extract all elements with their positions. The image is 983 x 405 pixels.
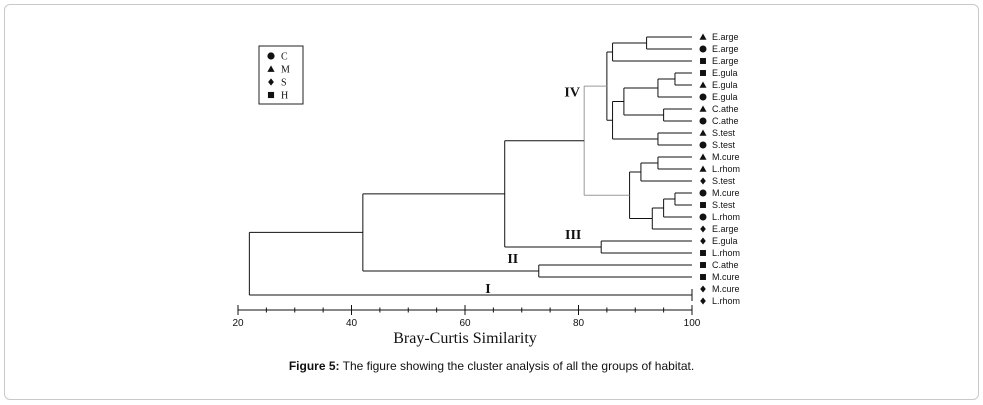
leaf-marker-triangle-icon (699, 129, 707, 136)
x-axis: 20 40 60 80 100 (232, 305, 701, 329)
group-label: I (485, 282, 490, 297)
legend-marker-square-icon (267, 91, 275, 99)
legend-label: H (281, 91, 288, 102)
leaf-marker-square-icon (700, 58, 706, 64)
leaf-label: L.rhom (712, 296, 740, 306)
group-label: IV (564, 86, 580, 101)
x-tick-label: 40 (346, 318, 358, 329)
leaf-marker-circle-icon (699, 189, 707, 197)
leaf-marker-circle-icon (699, 117, 707, 125)
leaf-label: M.cure (712, 284, 740, 294)
leaf-label: E.arge (712, 44, 739, 54)
leaf-label: E.arge (712, 224, 739, 234)
leaf-label: E.arge (712, 32, 739, 42)
leaf-label: S.test (712, 176, 736, 186)
legend-marker-diamond-icon (268, 78, 274, 86)
leaf-marker-diamond-icon (700, 237, 706, 245)
leaf-marker-triangle-icon (699, 81, 707, 88)
legend-label: S (281, 78, 287, 89)
leaf-labels: E.arge E.arge E.arge E.gula E.gula E.gula C.at… (699, 32, 740, 306)
leaf-marker-circle-icon (699, 93, 707, 101)
leaf-label: L.rhom (712, 248, 740, 258)
caption-label: Figure 5: (288, 359, 340, 373)
figure-frame (4, 4, 979, 400)
leaf-label: M.cure (712, 272, 740, 282)
x-tick-label: 100 (684, 318, 701, 329)
caption-text: The figure showing the cluster analysis … (342, 359, 695, 373)
leaf-label: S.test (712, 200, 736, 210)
leaf-label: C.athe (712, 104, 739, 114)
legend-label: M (281, 65, 290, 76)
legend-label: C (281, 52, 288, 63)
leaf-marker-circle-icon (699, 45, 707, 53)
leaf-label: S.test (712, 140, 736, 150)
leaf-marker-triangle-icon (699, 105, 707, 112)
legend-box (258, 45, 304, 105)
x-axis-label: Bray-Curtis Similarity (393, 330, 537, 347)
leaf-label: E.gula (712, 236, 738, 246)
leaf-label: C.athe (712, 116, 739, 126)
leaf-marker-diamond-icon (700, 285, 706, 293)
legend-marker-circle-icon (267, 52, 275, 60)
leaf-label: E.gula (712, 68, 738, 78)
group-label: II (507, 252, 518, 267)
leaf-label: E.arge (712, 56, 739, 66)
leaf-label: L.rhom (712, 212, 740, 222)
leaf-marker-square-icon (700, 262, 706, 268)
leaf-marker-diamond-icon (700, 225, 706, 233)
leaf-label: L.rhom (712, 164, 740, 174)
leaf-label: E.gula (712, 92, 738, 102)
x-tick-label: 20 (232, 318, 244, 329)
leaf-marker-diamond-icon (700, 177, 706, 185)
leaf-label: M.cure (712, 188, 740, 198)
leaf-marker-circle-icon (699, 141, 707, 149)
leaf-label: E.gula (712, 80, 738, 90)
legend-marker-triangle-icon (267, 65, 275, 72)
dendrogram-branches (248, 36, 693, 301)
leaf-marker-triangle-icon (699, 165, 707, 172)
leaf-marker-square-icon (700, 250, 706, 256)
leaf-label: M.cure (712, 152, 740, 162)
leaf-marker-circle-icon (699, 213, 707, 221)
leaf-marker-triangle-icon (699, 33, 707, 40)
x-tick-label: 60 (459, 318, 471, 329)
group-label: III (565, 228, 581, 243)
leaf-marker-triangle-icon (699, 153, 707, 160)
leaf-marker-square-icon (700, 274, 706, 280)
x-tick-label: 80 (573, 318, 585, 329)
figure-caption: Figure 5: The figure showing the cluster… (0, 359, 983, 373)
leaf-marker-square-icon (700, 202, 706, 208)
leaf-label: C.athe (712, 260, 739, 270)
leaf-label: S.test (712, 128, 736, 138)
leaf-marker-square-icon (700, 70, 706, 76)
leaf-marker-diamond-icon (700, 297, 706, 305)
